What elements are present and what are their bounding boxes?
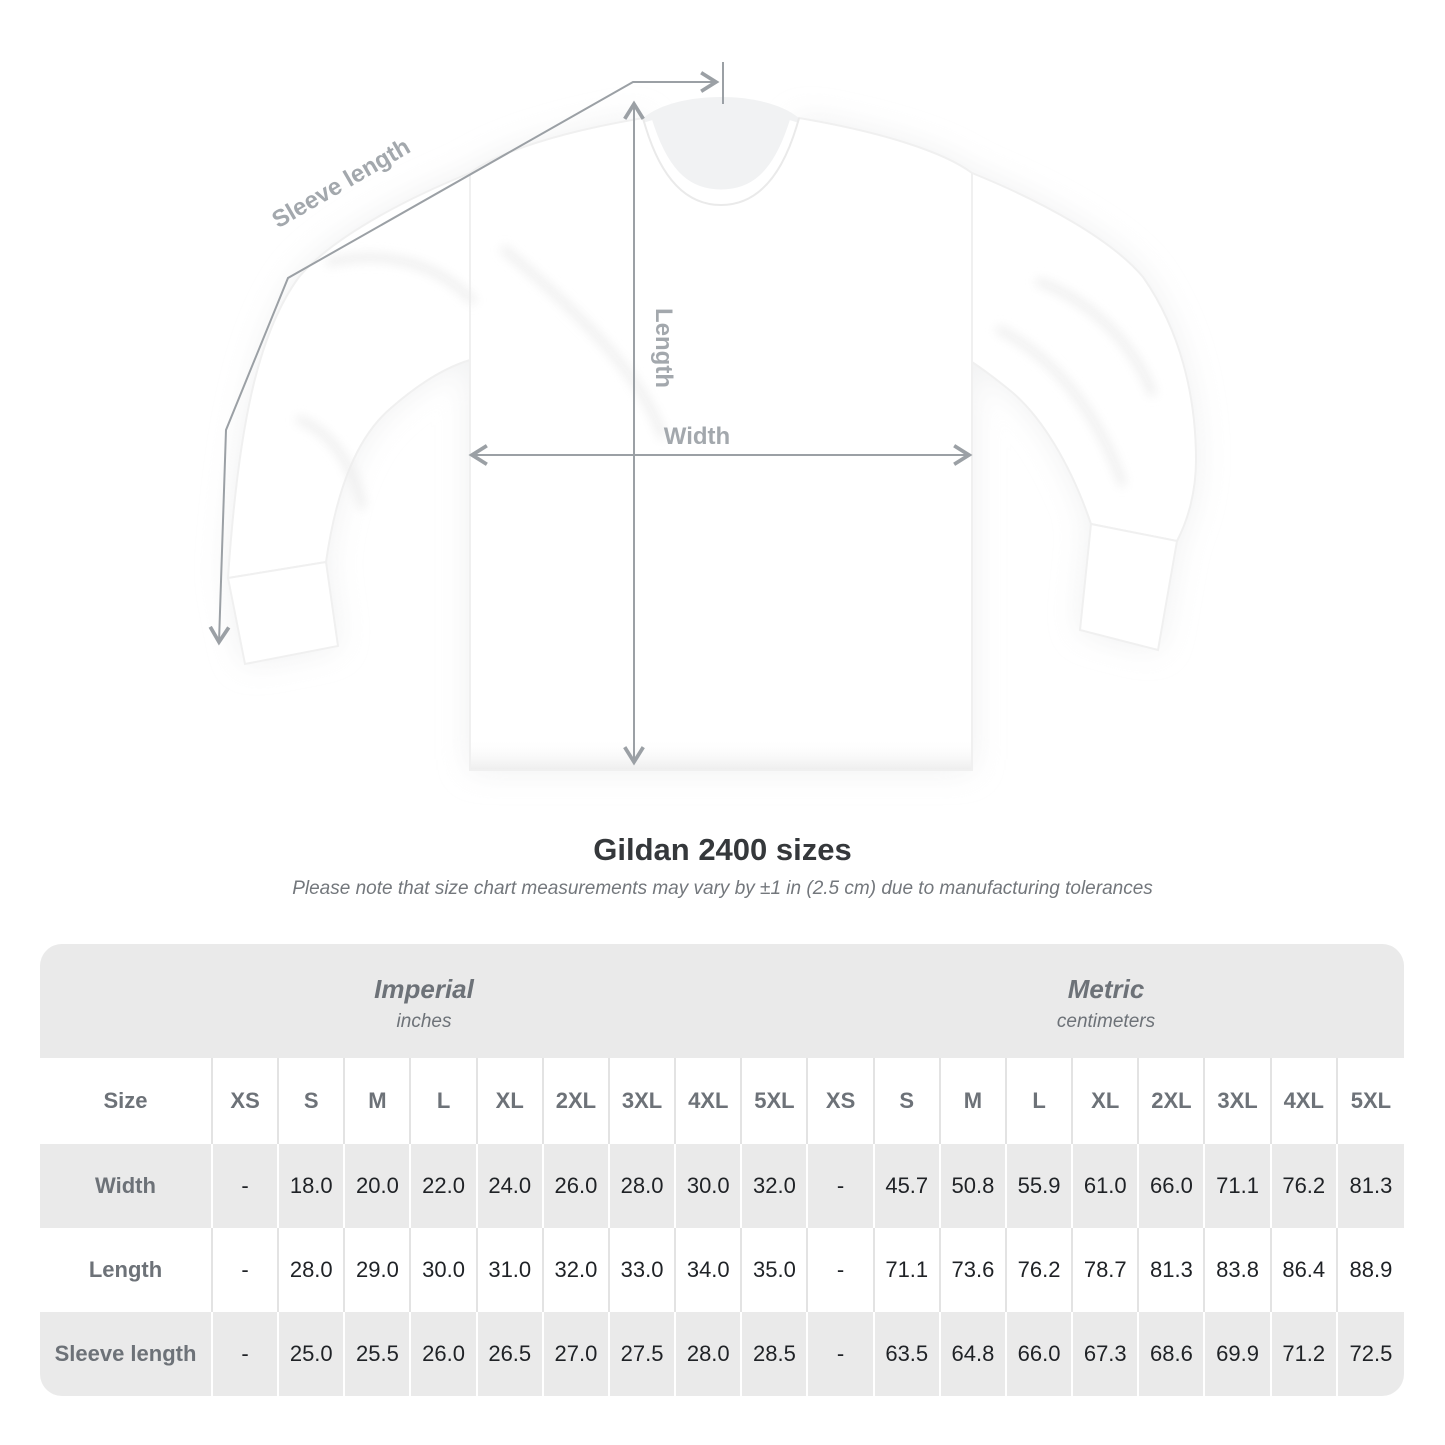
- cell-value: 24.0: [477, 1144, 544, 1228]
- cell-value: 34.0: [676, 1228, 743, 1312]
- cell-value: 66.0: [1139, 1144, 1206, 1228]
- cell-value: 29.0: [345, 1228, 412, 1312]
- cell-value: 22.0: [411, 1144, 478, 1228]
- cell-value: 26.5: [477, 1312, 544, 1396]
- cell-value: 73.6: [940, 1228, 1007, 1312]
- cell-value: 20.0: [345, 1144, 412, 1228]
- size-col-header: 4XL: [676, 1058, 743, 1144]
- cell-value: 63.5: [874, 1312, 941, 1396]
- cell-value: 78.7: [1073, 1228, 1140, 1312]
- cell-value: 28.0: [279, 1228, 346, 1312]
- imperial-banner-title: Imperial: [374, 973, 474, 1004]
- cell-value: 28.0: [609, 1144, 677, 1228]
- cell-value: 27.0: [543, 1312, 610, 1396]
- metric-banner-unit: centimeters: [1056, 1010, 1156, 1032]
- imperial-banner-unit: inches: [396, 1010, 452, 1032]
- metric-banner-title: Metric: [1067, 973, 1145, 1004]
- metric-banner: Metric centimeters: [808, 944, 1404, 1058]
- size-col-header: XL: [1073, 1058, 1140, 1144]
- cell-value: 26.0: [543, 1144, 610, 1228]
- size-col-header: S: [279, 1058, 346, 1144]
- row-label: Width: [40, 1144, 213, 1228]
- cell-value: -: [213, 1312, 280, 1396]
- row-label: Length: [40, 1228, 213, 1312]
- size-col-header: 2XL: [1139, 1058, 1206, 1144]
- cell-value: 76.2: [1271, 1144, 1338, 1228]
- cell-value: 32.0: [742, 1144, 809, 1228]
- imperial-banner: Imperial inches: [40, 944, 808, 1058]
- shirt-left-cuff: [226, 560, 340, 666]
- size-col-header: 5XL: [742, 1058, 809, 1144]
- cell-value: 26.0: [411, 1312, 478, 1396]
- cell-value: 72.5: [1337, 1312, 1404, 1396]
- size-col-header: 3XL: [609, 1058, 677, 1144]
- cell-value: 81.3: [1139, 1228, 1206, 1312]
- cell-value: 69.9: [1205, 1312, 1272, 1396]
- size-col-header: 2XL: [543, 1058, 610, 1144]
- row-label: Sleeve length: [40, 1312, 213, 1396]
- cell-value: 81.3: [1337, 1144, 1404, 1228]
- shirt-right-sleeve: [971, 171, 1198, 543]
- cell-value: 45.7: [874, 1144, 941, 1228]
- unit-banner: Imperial inches Metric centimeters: [40, 944, 1404, 1058]
- cell-value: 71.1: [1205, 1144, 1272, 1228]
- cell-value: 25.0: [279, 1312, 346, 1396]
- size-col-header: XS: [808, 1058, 875, 1144]
- cell-value: 88.9: [1337, 1228, 1404, 1312]
- cell-value: 27.5: [609, 1312, 677, 1396]
- cell-value: 30.0: [411, 1228, 478, 1312]
- cell-value: 28.5: [742, 1312, 809, 1396]
- length-label: Length: [650, 308, 677, 388]
- page-subtitle: Please note that size chart measurements…: [292, 878, 1153, 899]
- size-col-header: 5XL: [1337, 1058, 1404, 1144]
- size-col-header: S: [874, 1058, 941, 1144]
- size-col-header: XS: [213, 1058, 280, 1144]
- cell-value: 25.5: [345, 1312, 412, 1396]
- shirt-diagram: Sleeve length Length Width: [208, 62, 1198, 771]
- cell-value: 68.6: [1139, 1312, 1206, 1396]
- size-col-header: 4XL: [1271, 1058, 1338, 1144]
- cell-value: 71.2: [1271, 1312, 1338, 1396]
- size-header: Size: [40, 1058, 213, 1144]
- page-title: Gildan 2400 sizes: [593, 832, 852, 867]
- size-col-header: XL: [477, 1058, 544, 1144]
- cell-value: 31.0: [477, 1228, 544, 1312]
- cell-value: 30.0: [676, 1144, 743, 1228]
- hem-shadow: [471, 738, 971, 769]
- cell-value: 55.9: [1006, 1144, 1074, 1228]
- size-grid: Size XS S M L XL 2XL 3XL 4XL 5XL XS S M L XL 2XL 3XL 4XL 5…: [40, 1058, 1404, 1396]
- size-col-header: L: [411, 1058, 478, 1144]
- cell-value: -: [213, 1228, 280, 1312]
- size-col-header: 3XL: [1205, 1058, 1272, 1144]
- cell-value: 61.0: [1073, 1144, 1140, 1228]
- cell-value: 86.4: [1271, 1228, 1338, 1312]
- shirt-left-sleeve: [226, 171, 471, 580]
- cell-value: 35.0: [742, 1228, 809, 1312]
- measurement-annotations: [208, 62, 973, 766]
- size-col-header: M: [345, 1058, 412, 1144]
- sleeve-length-arrow: [208, 71, 720, 646]
- cell-value: 71.1: [874, 1228, 941, 1312]
- shirt-right-cuff: [1078, 522, 1179, 652]
- cell-value: 64.8: [940, 1312, 1007, 1396]
- cell-value: 18.0: [279, 1144, 346, 1228]
- size-col-header: L: [1006, 1058, 1074, 1144]
- cell-value: -: [808, 1228, 875, 1312]
- size-table: Imperial inches Metric centimeters Size X…: [40, 944, 1404, 1396]
- cell-value: 83.8: [1205, 1228, 1272, 1312]
- cell-value: 76.2: [1006, 1228, 1074, 1312]
- cell-value: 67.3: [1073, 1312, 1140, 1396]
- cell-value: 50.8: [940, 1144, 1007, 1228]
- size-col-header: M: [940, 1058, 1007, 1144]
- cell-value: -: [808, 1312, 875, 1396]
- width-label: Width: [664, 423, 730, 450]
- cell-value: -: [213, 1144, 280, 1228]
- cell-value: 33.0: [609, 1228, 677, 1312]
- cell-value: -: [808, 1144, 875, 1228]
- cell-value: 32.0: [543, 1228, 610, 1312]
- cell-value: 66.0: [1006, 1312, 1074, 1396]
- cell-value: 28.0: [676, 1312, 743, 1396]
